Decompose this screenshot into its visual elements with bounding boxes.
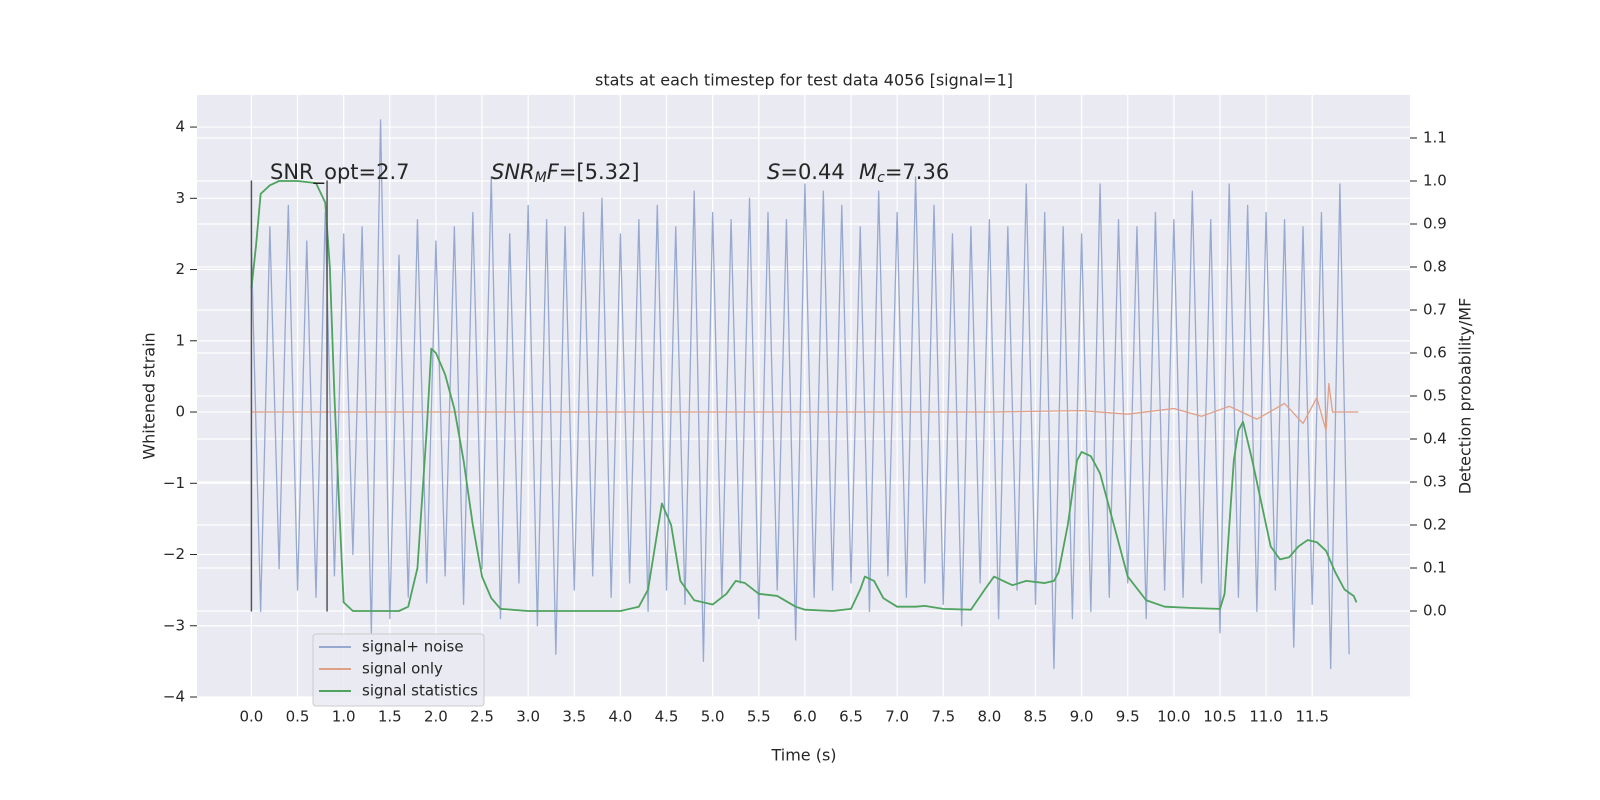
y2-tick-label: 0.4	[1423, 430, 1447, 448]
y-tick-label: −3	[163, 616, 185, 634]
annotation-part: F	[547, 160, 560, 184]
y2-tick-label: 0.6	[1423, 344, 1447, 362]
y2-tick-label: 1.1	[1423, 129, 1447, 147]
annotation: SNRMF=[5.32]	[491, 160, 640, 186]
x-tick-label: 7.0	[885, 708, 909, 726]
x-tick-label: 3.0	[516, 708, 540, 726]
y2-axis-label: Detection probability/MF	[1456, 298, 1475, 495]
x-tick-label: 8.5	[1024, 708, 1048, 726]
x-tick-label: 3.5	[562, 708, 586, 726]
x-tick-label: 5.0	[701, 708, 725, 726]
x-tick-label: 1.5	[378, 708, 402, 726]
legend-label: signal only	[362, 660, 443, 678]
y2-tick-label: 0.2	[1423, 516, 1447, 534]
annotation-part: =0.44	[780, 160, 844, 184]
y-tick-label: 0	[175, 403, 185, 421]
legend-label: signal+ noise	[362, 638, 464, 656]
x-tick-label: 8.0	[977, 708, 1001, 726]
y2-tick-label: 0.9	[1423, 215, 1447, 233]
x-tick-label: 10.5	[1203, 708, 1236, 726]
x-tick-label: 4.0	[608, 708, 632, 726]
y2-tick-label: 1.0	[1423, 172, 1447, 190]
x-tick-label: 2.0	[424, 708, 448, 726]
x-tick-label: 6.5	[839, 708, 863, 726]
x-tick-label: 9.0	[1070, 708, 1094, 726]
annotation: S=0.44	[767, 160, 845, 184]
x-tick-label: 6.0	[793, 708, 817, 726]
annotation-part: M	[535, 170, 547, 186]
y2-tick-label: 0.1	[1423, 559, 1447, 577]
x-tick-label: 9.5	[1116, 708, 1140, 726]
series-line	[250, 180, 1358, 612]
y2-tick-label: 0.7	[1423, 301, 1447, 319]
x-tick-label: 11.5	[1296, 708, 1329, 726]
y-tick-label: 4	[175, 118, 185, 136]
annotation-part: c	[877, 170, 885, 186]
annotation-part: =[5.32]	[559, 160, 640, 184]
x-tick-label: 5.5	[747, 708, 771, 726]
y-tick-label: −1	[163, 474, 185, 492]
y-tick-label: −4	[163, 688, 185, 706]
y-axis-label: Whitened strain	[140, 332, 159, 459]
x-tick-label: 2.5	[470, 708, 494, 726]
y2-tick-label: 0.8	[1423, 258, 1447, 276]
series-line	[251, 382, 1359, 432]
chart-title: stats at each timestep for test data 405…	[595, 71, 1013, 90]
annotation-part: M	[859, 160, 877, 184]
x-tick-label: 11.0	[1249, 708, 1282, 726]
annotation: SNR_opt=2.7	[270, 160, 410, 185]
x-tick-label: 7.5	[931, 708, 955, 726]
annotation-part: SNR_opt=2.7	[270, 160, 410, 185]
y-tick-label: 2	[175, 260, 185, 278]
annotation-part: SNR	[491, 160, 535, 184]
y-tick-label: 3	[175, 189, 185, 207]
x-axis-label: Time (s)	[770, 746, 836, 765]
y2-tick-label: 0.3	[1423, 473, 1447, 491]
y-tick-label: 1	[175, 331, 185, 349]
annotation: Mc=7.36	[859, 160, 949, 186]
y2-tick-label: 0.5	[1423, 387, 1447, 405]
annotation-part: S	[767, 160, 780, 184]
x-tick-label: 1.0	[332, 708, 356, 726]
legend-box	[312, 633, 485, 707]
x-tick-label: 4.5	[655, 708, 679, 726]
x-tick-label: 10.0	[1157, 708, 1190, 726]
y-tick-label: −2	[163, 545, 185, 563]
x-tick-label: 0.5	[286, 708, 310, 726]
legend-label: signal statistics	[362, 682, 478, 700]
x-tick-label: 0.0	[239, 708, 263, 726]
annotation-part: =7.36	[885, 160, 949, 184]
y2-tick-label: 0.0	[1423, 602, 1447, 620]
